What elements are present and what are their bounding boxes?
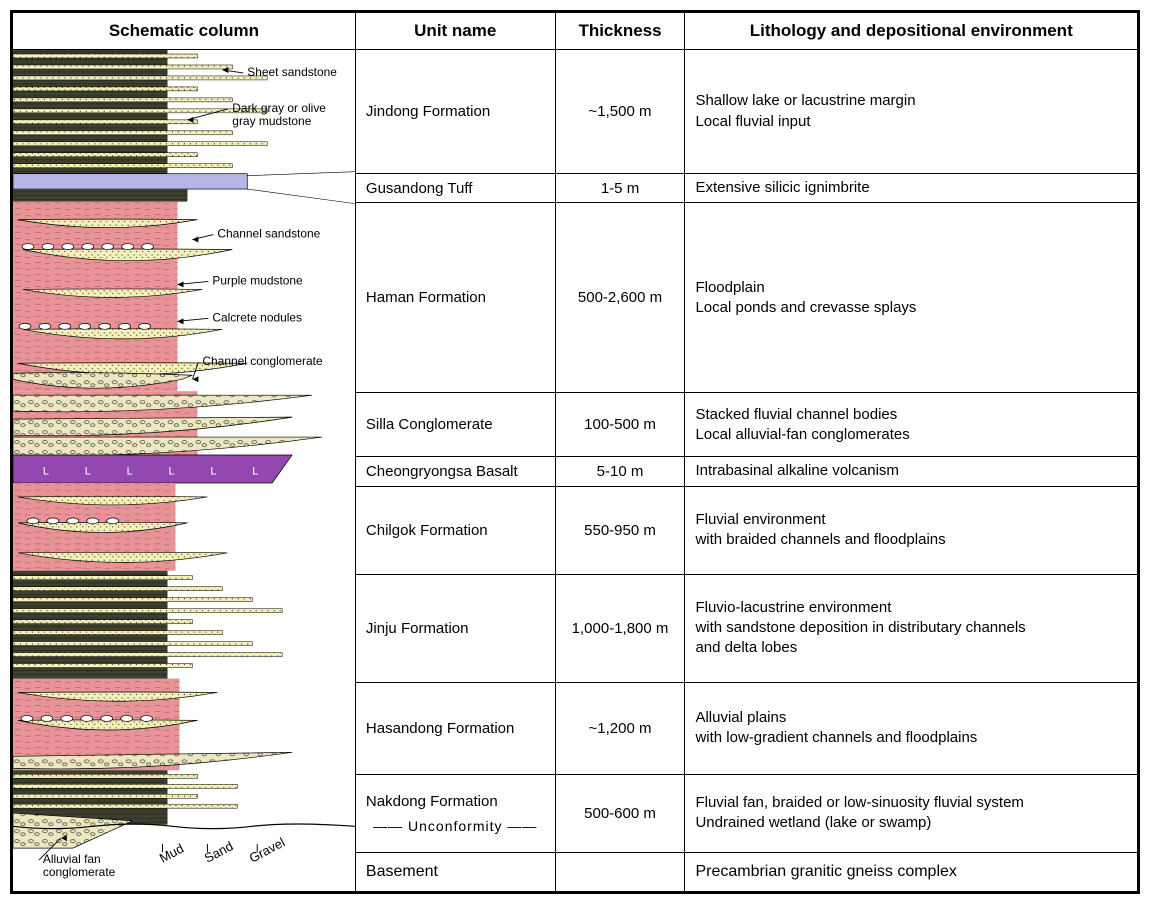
unit-name: Jinju Formation [355, 574, 555, 682]
svg-text:L: L [127, 466, 133, 478]
unit-name: Hasandong Formation [355, 682, 555, 774]
unit-name: Gusandong Tuff [355, 174, 555, 203]
unit-lithology: Shallow lake or lacustrine marginLocal f… [685, 50, 1139, 174]
unit-thickness: ~1,200 m [555, 682, 685, 774]
unit-lithology: Fluvio-lacustrine environmentwith sandst… [685, 574, 1139, 682]
svg-text:Mud: Mud [157, 841, 186, 866]
unit-name: Silla Conglomerate [355, 393, 555, 457]
unit-name: Cheongryongsa Basalt [355, 457, 555, 486]
header-unit: Unit name [355, 12, 555, 50]
nakdong-name: Nakdong Formation [366, 793, 545, 810]
unit-name: Jindong Formation [355, 50, 555, 174]
unit-lithology: Extensive silicic ignimbrite [685, 174, 1139, 203]
basement-name: Basement [355, 852, 555, 892]
svg-text:Alluvial fan: Alluvial fan [43, 852, 101, 866]
unit-name: Nakdong Formation —— Unconformity —— [355, 774, 555, 852]
svg-text:L: L [252, 466, 258, 478]
unit-lithology: Fluvial environmentwith braided channels… [685, 486, 1139, 574]
unit-thickness: 5-10 m [555, 457, 685, 486]
unit-thickness: 1,000-1,800 m [555, 574, 685, 682]
header-row: Schematic column Unit name Thickness Lit… [12, 12, 1139, 50]
svg-text:Sand: Sand [202, 838, 236, 865]
header-schematic: Schematic column [12, 12, 356, 50]
unit-name: Haman Formation [355, 203, 555, 393]
header-thickness: Thickness [555, 12, 685, 50]
svg-text:Calcrete nodules: Calcrete nodules [212, 310, 302, 324]
svg-text:Sheet sandstone: Sheet sandstone [247, 65, 337, 79]
svg-text:L: L [169, 466, 175, 478]
svg-text:L: L [43, 466, 49, 478]
header-lithology: Lithology and depositional environment [685, 12, 1139, 50]
svg-text:Gravel: Gravel [247, 834, 288, 865]
unit-lithology: Fluvial fan, braided or low-sinuosity fl… [685, 774, 1139, 852]
table-body: L L L L L L Sheet sandstone Dark gray or oliveg… [12, 50, 1139, 893]
svg-text:gray mudstone: gray mudstone [232, 114, 311, 128]
unit-thickness: 500-2,600 m [555, 203, 685, 393]
basement-lithology: Precambrian granitic gneiss complex [685, 852, 1139, 892]
unit-lithology: Alluvial plainswith low-gradient channel… [685, 682, 1139, 774]
unit-row: LLLLLLSheet sandstoneDark gray or oliveg… [12, 50, 1139, 174]
basement-thickness [555, 852, 685, 892]
unit-lithology: FloodplainLocal ponds and crevasse splay… [685, 203, 1139, 393]
svg-text:L: L [85, 466, 91, 478]
svg-text:Channel conglomerate: Channel conglomerate [202, 354, 323, 368]
schematic-cell: L L L L L L Sheet sandstone Dark gray or oliveg… [12, 50, 356, 893]
unit-thickness: 1-5 m [555, 174, 685, 203]
svg-text:conglomerate: conglomerate [43, 865, 116, 879]
unit-thickness: 500-600 m [555, 774, 685, 852]
unit-lithology: Intrabasinal alkaline volcanism [685, 457, 1139, 486]
schematic-column-svg: L L L L L L Sheet sandstone Dark gray or oliveg… [13, 50, 355, 888]
unit-thickness: ~1,500 m [555, 50, 685, 174]
unit-lithology: Stacked fluvial channel bodiesLocal allu… [685, 393, 1139, 457]
svg-text:L: L [210, 466, 216, 478]
unit-name: Chilgok Formation [355, 486, 555, 574]
unconformity-label: —— Unconformity —— [366, 818, 545, 834]
svg-text:Channel sandstone: Channel sandstone [217, 227, 320, 241]
svg-text:Dark gray or olive: Dark gray or olive [232, 101, 326, 115]
unit-thickness: 100-500 m [555, 393, 685, 457]
stratigraphy-table: Schematic column Unit name Thickness Lit… [10, 10, 1140, 894]
unit-thickness: 550-950 m [555, 486, 685, 574]
svg-text:Purple mudstone: Purple mudstone [212, 273, 303, 287]
